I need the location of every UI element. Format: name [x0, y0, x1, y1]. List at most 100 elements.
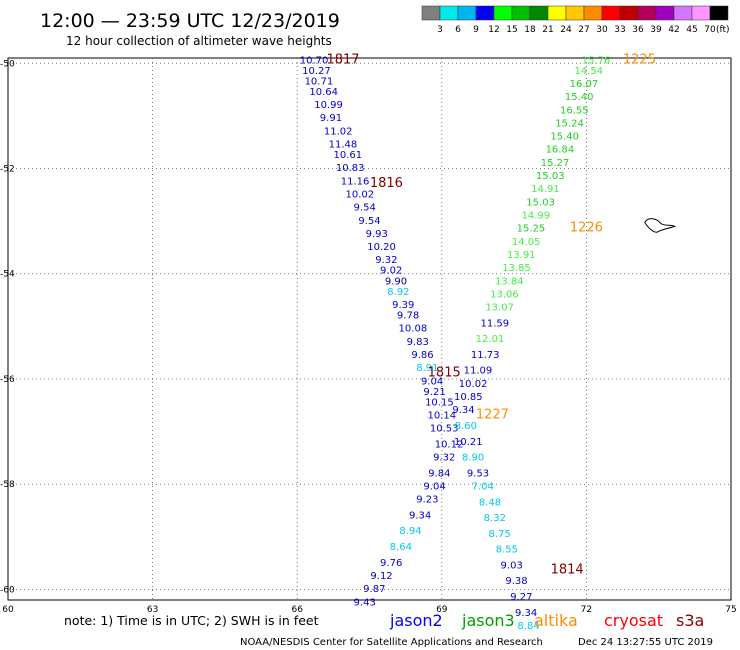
legend-swatch — [709, 5, 729, 21]
wave-height-label: 9.86 — [411, 350, 433, 361]
time-marker: 1816 — [370, 176, 403, 191]
wave-height-label: 15.40 — [550, 132, 579, 143]
footer-note: note: 1) Time is in UTC; 2) SWH is in fe… — [64, 613, 319, 628]
satellite-legend: jason2 jason3 altika cryosat s3a — [389, 611, 704, 630]
legend-label: 30 — [596, 25, 608, 35]
satellite-name: altika — [534, 611, 578, 630]
wave-height-label: 10.02 — [346, 189, 375, 200]
wave-height-label: 10.02 — [459, 379, 488, 390]
wave-height-label: 9.23 — [416, 495, 438, 506]
satellite-name: jason3 — [461, 611, 515, 630]
wave-height-label: 10.20 — [367, 242, 396, 253]
wave-height-label: 10.08 — [399, 324, 428, 335]
wave-height-label: 9.34 — [409, 510, 431, 521]
map-frame — [7, 57, 732, 601]
wave-height-label: 9.43 — [354, 597, 376, 608]
wave-height-label: 9.03 — [501, 560, 523, 571]
lon-tick-label: 69 — [436, 605, 448, 615]
wave-height-label: 10.99 — [314, 100, 343, 111]
wave-height-label: 10.15 — [425, 397, 454, 408]
wave-height-label: 9.84 — [428, 468, 450, 479]
footer-credit: NOAA/NESDIS Center for Satellite Applica… — [240, 637, 543, 648]
wave-height-label: 9.90 — [385, 276, 407, 287]
axis-ticks: 60 63 66 69 72 75 -50 -52 -54 -56 -58 -60 — [0, 59, 737, 615]
legend-swatch — [565, 5, 585, 21]
lon-tick-label: 63 — [147, 605, 158, 615]
wave-height-label: 9.78 — [397, 310, 419, 321]
lat-tick-label: -58 — [0, 480, 15, 490]
wave-height-label: 9.54 — [358, 216, 380, 227]
wave-height-label: 9.83 — [407, 337, 429, 348]
legend-swatch — [691, 5, 711, 21]
wave-height-label: 13.06 — [490, 289, 519, 300]
wave-height-label: 13.84 — [495, 276, 524, 287]
wave-height-label: 8.55 — [496, 545, 518, 556]
wave-height-label: 9.93 — [366, 229, 388, 240]
wave-height-label: 13.91 — [507, 250, 536, 261]
legend-swatch — [421, 5, 441, 21]
wave-height-label: 11.73 — [471, 350, 500, 361]
wave-height-label: 10.61 — [333, 150, 362, 161]
wave-height-label: 10.64 — [309, 87, 338, 98]
legend-label: 45 — [686, 25, 697, 35]
lat-tick-label: -54 — [0, 270, 15, 280]
wave-height-label: 8.48 — [479, 497, 501, 508]
legend-label: 6 — [455, 25, 461, 35]
legend-swatch — [673, 5, 693, 21]
legend-swatch — [655, 5, 675, 21]
wave-height-label: 8.84 — [517, 621, 539, 632]
wave-height-label: 15.76 — [582, 55, 611, 66]
wave-height-label: 9.02 — [380, 266, 402, 277]
wave-height-label: 15.25 — [517, 224, 546, 235]
lat-tick-label: -52 — [0, 165, 15, 175]
wave-height-label: 10.85 — [454, 392, 483, 403]
time-marker: 1814 — [551, 563, 584, 578]
wave-height-label: 16.84 — [546, 145, 575, 156]
lat-tick-label: -50 — [0, 59, 15, 69]
wave-height-label: 8.64 — [390, 542, 412, 553]
satellite-name: cryosat — [604, 611, 663, 630]
satellite-name: jason2 — [389, 611, 443, 630]
wave-height-labels: 10.7010.2710.7110.6410.999.9111.0211.481… — [300, 55, 611, 632]
wave-height-label: 9.21 — [423, 387, 445, 398]
wave-height-label: 10.70 — [300, 55, 329, 66]
time-markers: 1817 1816 1815 1814 1225 1226 1227 — [326, 52, 656, 577]
satellite-name: s3a — [676, 611, 704, 630]
wave-height-label: 8.75 — [489, 529, 511, 540]
legend-label: 36 — [632, 25, 644, 35]
legend-label: 3 — [437, 25, 443, 35]
legend-swatch — [529, 5, 549, 21]
wave-height-label: 14.05 — [512, 237, 541, 248]
page-subtitle: 12 hour collection of altimeter wave hei… — [66, 34, 332, 48]
lon-tick-label: 75 — [725, 605, 736, 615]
wave-height-label: 15.03 — [526, 197, 555, 208]
wave-height-label: 12.01 — [476, 334, 505, 345]
legend-label: 9 — [473, 25, 479, 35]
footer-timestamp: Dec 24 13:27:55 UTC 2019 — [578, 637, 713, 648]
lon-tick-label: 72 — [581, 605, 592, 615]
wave-height-label: 8.94 — [399, 526, 421, 537]
lat-tick-label: -56 — [0, 375, 15, 385]
lon-tick-label: 60 — [2, 605, 14, 615]
legend-label: 12 — [488, 25, 499, 35]
wave-height-label: 14.99 — [521, 210, 550, 221]
legend-swatch — [637, 5, 657, 21]
island-shape — [644, 218, 677, 233]
legend-swatch — [547, 5, 567, 21]
heard-island-outline — [644, 218, 677, 233]
wave-height-label: 15.40 — [565, 92, 594, 103]
wave-height-label: 10.14 — [427, 410, 456, 421]
wave-height-label: 11.48 — [329, 139, 358, 150]
legend-swatch — [601, 5, 621, 21]
wave-height-label: 9.87 — [363, 584, 385, 595]
wave-height-label: 9.54 — [354, 203, 376, 214]
legend-label: 33 — [614, 25, 625, 35]
legend-swatch — [439, 5, 459, 21]
wave-height-label: 10.27 — [302, 66, 331, 77]
legend-swatch — [457, 5, 477, 21]
legend-label: 15 — [506, 25, 517, 35]
time-marker: 1227 — [476, 407, 509, 422]
wave-height-label: 15.27 — [541, 158, 570, 169]
legend-label: 21 — [542, 25, 553, 35]
